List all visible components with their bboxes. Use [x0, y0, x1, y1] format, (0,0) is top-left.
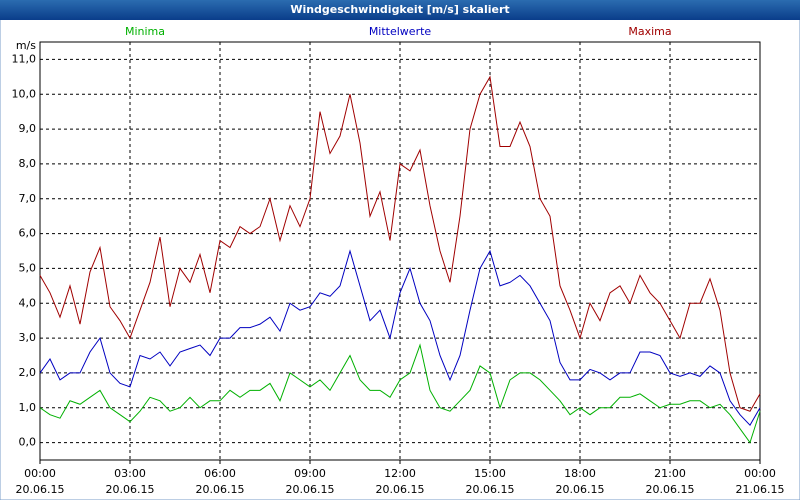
y-tick-label: 7,0 — [19, 192, 37, 205]
x-tick-label: 21:00 — [654, 467, 686, 480]
x-tick-date: 20.06.15 — [466, 483, 515, 496]
x-tick-label: 18:00 — [564, 467, 596, 480]
x-tick-label: 00:00 — [24, 467, 56, 480]
y-tick-label: 9,0 — [19, 122, 37, 135]
x-tick-label: 03:00 — [114, 467, 146, 480]
data-line — [39, 249, 761, 426]
y-axis-label: m/s — [16, 39, 36, 52]
x-tick-label: 12:00 — [384, 467, 416, 480]
y-tick-label: 1,0 — [19, 401, 37, 414]
x-tick-label: 06:00 — [204, 467, 236, 480]
x-tick-date: 20.06.15 — [286, 483, 335, 496]
x-tick-date: 20.06.15 — [196, 483, 245, 496]
x-tick-label: 00:00 — [744, 467, 776, 480]
legend-entry: Maxima — [628, 25, 671, 38]
y-tick-label: 8,0 — [19, 157, 37, 170]
x-tick-label: 15:00 — [474, 467, 506, 480]
data-line — [39, 75, 761, 412]
chart-title: Windgeschwindigkeit [m/s] skaliert — [290, 3, 509, 16]
y-tick-label: 2,0 — [19, 366, 37, 379]
y-tick-label: 4,0 — [19, 296, 37, 309]
x-tick-label: 09:00 — [294, 467, 326, 480]
x-tick-date: 20.06.15 — [16, 483, 65, 496]
legend-entry: Mittelwerte — [369, 25, 432, 38]
title-bar — [0, 0, 800, 20]
x-tick-date: 20.06.15 — [376, 483, 425, 496]
y-tick-label: 11,0 — [12, 52, 37, 65]
plot-frame — [39, 41, 761, 461]
y-tick-label: 0,0 — [19, 436, 37, 449]
y-tick-label: 10,0 — [12, 87, 37, 100]
y-tick-label: 5,0 — [19, 261, 37, 274]
data-line — [39, 343, 761, 444]
y-tick-label: 6,0 — [19, 227, 37, 240]
x-tick-date: 20.06.15 — [106, 483, 155, 496]
y-tick-label: 3,0 — [19, 331, 37, 344]
x-tick-date: 20.06.15 — [646, 483, 695, 496]
x-tick-date: 20.06.15 — [556, 483, 605, 496]
legend-entry: Minima — [125, 25, 165, 38]
x-tick-date: 21.06.15 — [736, 483, 785, 496]
